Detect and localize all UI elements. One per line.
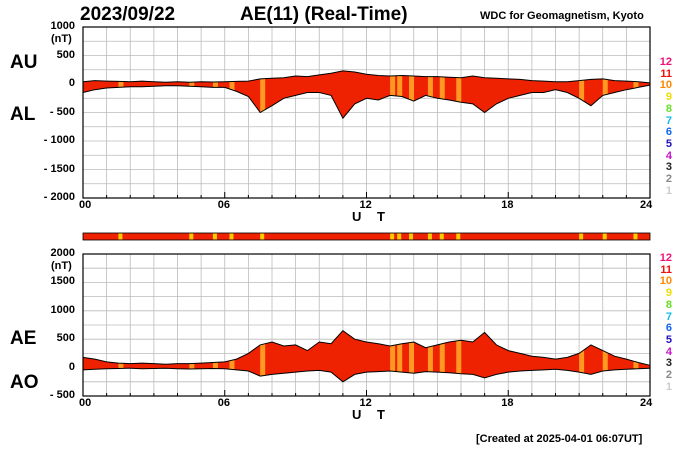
panel-1-activity-stripe — [390, 70, 396, 119]
panel-1-activity-stripe — [439, 70, 445, 119]
activity-strip-marker — [579, 233, 584, 240]
level-key-11: 11 — [660, 263, 672, 276]
panel-2-activity-stripe — [456, 330, 462, 382]
created-timestamp: [Created at 2025-04-01 06:07UT] — [476, 433, 643, 445]
activity-strip-marker — [390, 233, 395, 240]
panel-2-ytick-label: 2000 — [50, 247, 75, 259]
panel-2-xtick-label: 06 — [217, 397, 230, 409]
panel-1-y-unit: (nT) — [51, 33, 72, 45]
activity-strip-marker — [118, 233, 123, 240]
panel-1-x-axis-title: U T — [352, 209, 391, 224]
level-key-11: 11 — [660, 67, 672, 80]
panel-2-activity-stripe — [409, 330, 415, 382]
panel-2-xtick-label: 00 — [79, 397, 92, 409]
level-key-2: 2 — [665, 369, 672, 381]
panel-2-xtick-label: 18 — [501, 397, 514, 409]
activity-strip-marker — [189, 233, 194, 240]
panel-2-upper-line — [82, 330, 651, 366]
panel-2-activity-stripe — [602, 330, 608, 382]
panel-2-xtick-label: 12 — [359, 397, 372, 409]
panel-1-activity-stripe — [427, 70, 433, 119]
level-key-10: 10 — [659, 79, 672, 92]
panel-1-activity-stripe — [456, 70, 462, 119]
panel-2-side-label-upper: AE — [10, 328, 37, 349]
panel-1-activity-stripe — [579, 70, 585, 119]
level-key-6: 6 — [665, 126, 672, 139]
panel-1-ytick-label: 1000 — [50, 20, 75, 32]
activity-strip-marker — [229, 233, 234, 240]
activity-strip-marker — [212, 233, 217, 240]
level-key-2: 2 — [665, 173, 672, 185]
panel-2-ytick-label: - 500 — [49, 389, 75, 401]
panel-1-xtick-label: 18 — [501, 199, 514, 211]
level-key-3: 3 — [665, 161, 672, 174]
panel-2-ytick-label: 0 — [68, 360, 75, 373]
level-key-6: 6 — [665, 322, 672, 335]
panel-2-ytick-label: 1500 — [50, 275, 75, 288]
panel-2-ytick-label: 500 — [56, 332, 75, 345]
panel-2-lower-line — [82, 367, 651, 383]
panel-2-side-label-lower: AO — [10, 372, 39, 393]
activity-strip-marker — [602, 233, 607, 240]
panel-1-xtick-label: 06 — [217, 199, 230, 211]
panel-1-ytick-label: - 2000 — [43, 191, 75, 203]
panel-2-activity-stripe — [260, 330, 266, 382]
panel-2-area — [83, 330, 650, 382]
panel-2-activity-stripe — [397, 330, 403, 382]
level-key-5: 5 — [665, 137, 672, 150]
panel-1-ytick-label: - 1500 — [43, 162, 75, 175]
panel-1-lower-line — [82, 84, 651, 120]
level-key-8: 8 — [665, 102, 672, 115]
panel-2-x-axis-title: U T — [352, 407, 391, 422]
level-key-12: 12 — [659, 252, 672, 264]
panel-1-activity-stripe — [260, 70, 266, 119]
chart-title: AE(11) (Real-Time) — [240, 4, 408, 25]
panel-1-activity-stripe — [397, 70, 403, 119]
level-key-3: 3 — [665, 357, 672, 370]
level-key-12: 12 — [659, 56, 672, 68]
level-key-4: 4 — [665, 345, 672, 358]
panel-2-y-unit: (nT) — [51, 260, 72, 272]
level-key-5: 5 — [665, 333, 672, 346]
panel-1-upper-line — [82, 70, 651, 84]
panel-2-activity-stripe — [427, 330, 433, 382]
panel-1-ytick-label: - 1000 — [43, 134, 75, 146]
panel-2-ytick-label: 1000 — [50, 303, 75, 316]
activity-strip-marker — [260, 233, 265, 240]
panel-1-xtick-label: 00 — [79, 199, 92, 211]
level-key-9: 9 — [665, 91, 672, 104]
level-key-8: 8 — [665, 298, 672, 311]
panel-1-side-label-upper: AU — [10, 52, 38, 73]
level-key-1: 1 — [665, 380, 672, 393]
panel-1-xtick-label: 12 — [359, 199, 372, 211]
activity-strip — [82, 232, 651, 241]
panel-2-activity-stripe — [390, 330, 396, 382]
activity-strip-marker — [397, 233, 402, 240]
panel-2-activity-stripe — [439, 330, 445, 382]
panel-2-activity-stripe — [579, 330, 585, 382]
activity-strip-marker — [427, 233, 432, 240]
level-key-7: 7 — [665, 114, 672, 127]
activity-strip-marker — [409, 233, 414, 240]
panel-1-activity-stripe — [409, 70, 415, 119]
level-key-10: 10 — [659, 275, 672, 288]
level-key-9: 9 — [665, 287, 672, 300]
panel-1-area — [83, 70, 650, 119]
panel-1-xtick-label: 24 — [640, 199, 653, 211]
panel-1-ytick-label: 500 — [56, 48, 75, 61]
panel-1-ytick-label: 0 — [68, 77, 75, 89]
chart-date: 2023/09/22 — [80, 4, 176, 25]
level-key-1: 1 — [665, 184, 672, 197]
activity-strip-marker — [439, 233, 444, 240]
level-key-4: 4 — [665, 149, 672, 162]
activity-strip-marker — [456, 233, 461, 240]
panel-1-ytick-label: - 500 — [49, 105, 75, 118]
data-source: WDC for Geomagnetism, Kyoto — [480, 10, 644, 22]
panel-1-side-label-lower: AL — [10, 104, 36, 125]
panel-2-xtick-label: 24 — [640, 397, 653, 409]
activity-strip-marker — [633, 233, 638, 240]
level-key-7: 7 — [665, 310, 672, 323]
